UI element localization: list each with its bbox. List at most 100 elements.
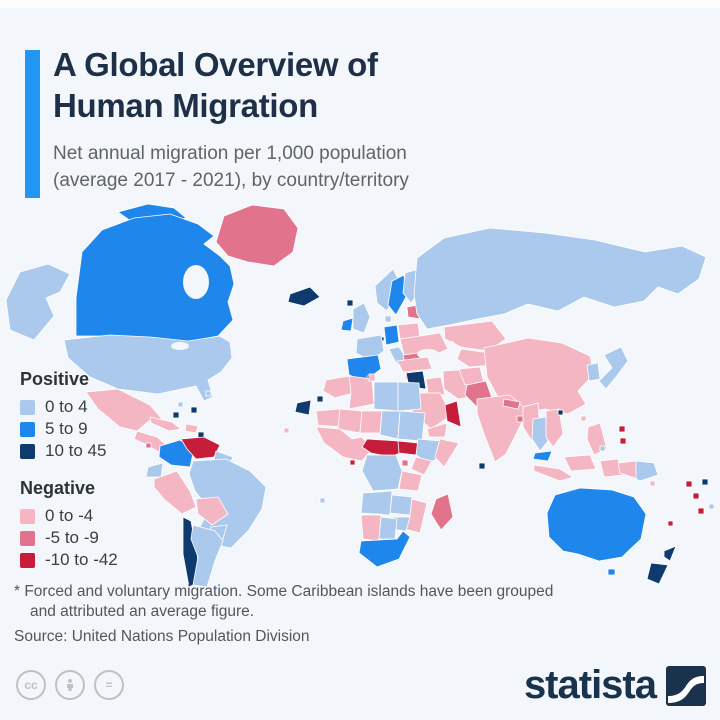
country-yemen: [426, 422, 448, 438]
cc-by-icon[interactable]: [55, 670, 85, 700]
country-cape-verde: [283, 427, 290, 434]
country-tanzania: [398, 470, 423, 492]
country-south-korea: [586, 362, 601, 382]
country-morocco: [322, 375, 354, 399]
legend-label-neg2: -5 to -9: [45, 528, 99, 547]
footnote-line-1: * Forced and voluntary migration. Some C…: [14, 583, 554, 600]
cc-icon-text: cc: [24, 678, 38, 692]
country-solomon-islands: [649, 480, 656, 487]
country-uganda: [401, 459, 409, 467]
country-nepal: [502, 398, 521, 410]
cc-nd-text: =: [105, 678, 113, 692]
country-hispaniola: [184, 423, 199, 434]
legend-label-pos2: 5 to 9: [45, 419, 88, 438]
legend-label-pos3: 10 to 45: [45, 441, 107, 460]
country-samoa: [697, 507, 705, 515]
country-fiji: [701, 478, 709, 486]
country-iceland: [287, 286, 321, 307]
legend-swatch-neg2: [20, 530, 35, 546]
country-new-zealand: [646, 545, 677, 585]
statista-logo-swoosh: [668, 675, 704, 703]
country-south-africa: [358, 530, 411, 568]
country-chad: [379, 410, 401, 440]
country-thailand: [531, 416, 549, 452]
map-legend: Positive 0 to 4 5 to 9 10 to 45 Negative…: [20, 369, 118, 571]
world-map-svg: [5, 203, 715, 588]
country-polynesia-2: [667, 520, 674, 527]
country-australia: [546, 487, 647, 562]
legend-label-neg1: 0 to -4: [45, 506, 94, 525]
cc-nd-icon[interactable]: =: [94, 670, 124, 700]
cc-icon[interactable]: cc: [16, 670, 46, 700]
legend-gap: [20, 462, 118, 478]
country-somalia: [434, 438, 460, 468]
legend-swatch-pos2: [20, 421, 35, 437]
country-libya: [373, 381, 399, 412]
country-canada: [75, 213, 235, 343]
country-niger: [359, 410, 383, 434]
country-maldives: [478, 462, 486, 470]
subtitle-line-2: (average 2017 - 2021), by country/territ…: [53, 170, 409, 191]
country-algeria: [348, 375, 375, 410]
country-namibia: [360, 514, 382, 542]
country-angola: [360, 490, 393, 516]
country-russia: [413, 227, 707, 330]
country-caribbean-4: [205, 390, 212, 397]
country-botswana: [378, 516, 398, 540]
hudson-bay: [183, 265, 209, 299]
country-papua-new-guinea: [635, 460, 659, 482]
black-sea: [417, 349, 439, 359]
country-vanuatu: [685, 480, 693, 488]
legend-row-neg1: 0 to -4: [20, 505, 118, 527]
legend-positive-label: Positive: [20, 369, 90, 389]
legend-row-pos3: 10 to 45: [20, 440, 118, 462]
title-line-2: Human Migration: [53, 87, 318, 124]
legend-swatch-pos1: [20, 399, 35, 415]
country-peru: [153, 470, 197, 515]
country-ireland: [340, 317, 354, 332]
footnote: * Forced and voluntary migration. Some C…: [14, 582, 553, 622]
country-west-papua: [617, 460, 639, 480]
legend-row-pos1: 0 to 4: [20, 396, 118, 418]
country-caribbean-5: [177, 401, 184, 408]
country-st-helena: [319, 497, 326, 504]
title-line-1: A Global Overview of: [53, 46, 378, 83]
world-map: [0, 200, 720, 598]
country-uk: [352, 302, 371, 334]
person-icon: [67, 679, 73, 691]
legend-label-neg3: -10 to -42: [45, 550, 118, 569]
country-equatorial-guinea: [349, 459, 356, 466]
country-iraq: [425, 376, 446, 396]
country-japan: [598, 346, 629, 390]
country-denmark: [384, 315, 392, 323]
legend-row-pos2: 5 to 9: [20, 418, 118, 440]
country-bangladesh: [516, 415, 524, 423]
footnote-line-2: and attributed an average figure.: [30, 603, 255, 620]
country-micronesia-1: [618, 425, 626, 433]
country-caribbean-2: [190, 406, 198, 414]
country-western-sahara: [294, 399, 312, 416]
country-mozambique: [404, 498, 428, 534]
country-ecuador: [145, 462, 164, 478]
country-cuba: [149, 416, 182, 432]
statista-wordmark: statista: [523, 663, 657, 707]
legend-row-neg2: -5 to -9: [20, 527, 118, 549]
country-vietnam: [545, 408, 564, 448]
country-el-salvador: [145, 442, 152, 449]
country-zambia: [389, 494, 413, 516]
country-palau: [599, 445, 606, 452]
country-mali: [337, 408, 363, 434]
cc-license[interactable]: cc =: [16, 670, 124, 700]
country-south-sudan: [397, 440, 419, 456]
statista-logo-icon: [666, 665, 706, 706]
source-line: Source: United Nations Population Divisi…: [14, 628, 310, 645]
country-brazil: [188, 458, 267, 549]
great-lakes: [171, 342, 189, 350]
country-taiwan: [580, 415, 587, 422]
country-sumatra-java: [533, 464, 574, 482]
legend-swatch-neg3: [20, 552, 35, 568]
country-madagascar: [430, 493, 454, 531]
country-turkey: [396, 356, 433, 373]
infographic-card: A Global Overview of Human Migration Net…: [0, 8, 720, 720]
statista-brand[interactable]: statista: [524, 663, 706, 708]
